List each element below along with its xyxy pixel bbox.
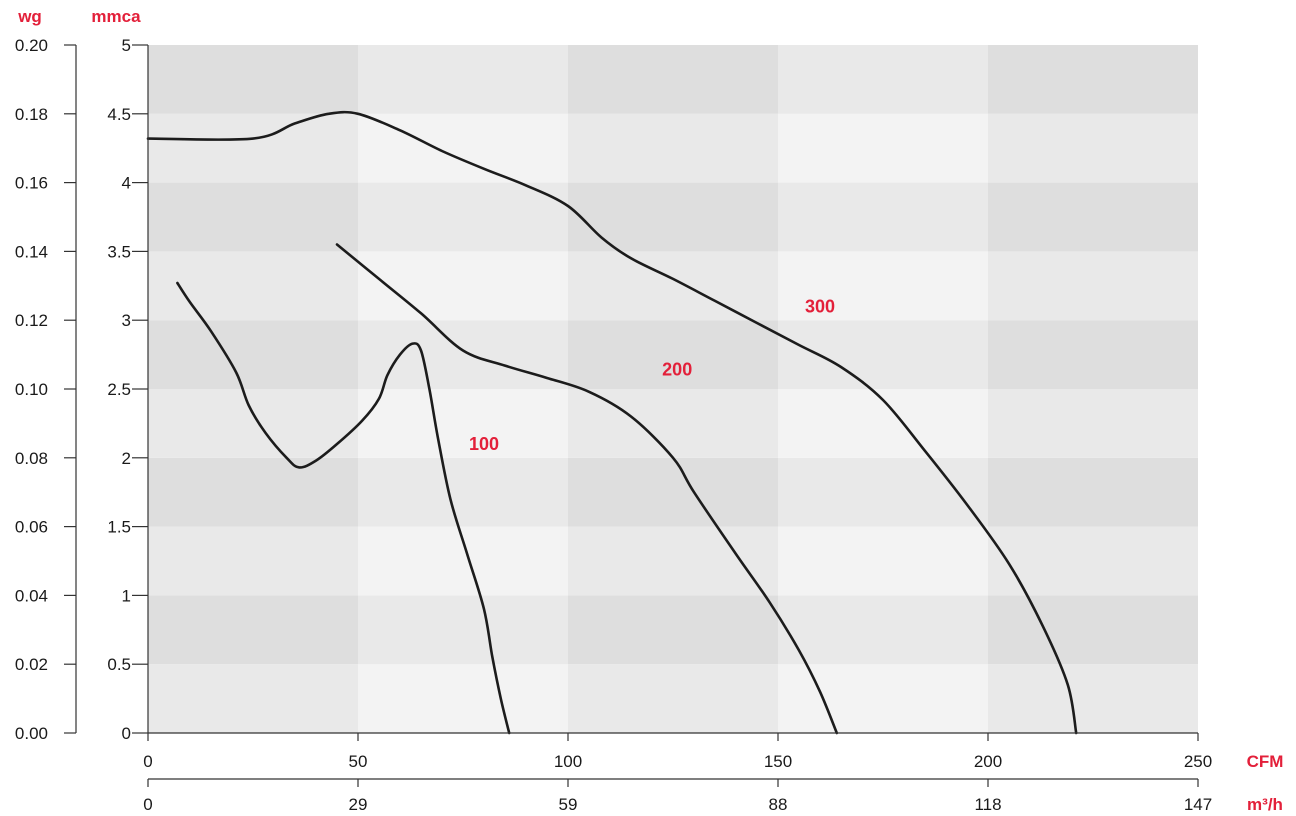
mmca-tick-label: 4.5	[107, 105, 131, 124]
background-cell	[778, 182, 988, 252]
background-cell	[988, 457, 1198, 527]
background-cell	[568, 182, 778, 252]
mmca-tick-label: 2.5	[107, 380, 131, 399]
background-cell	[778, 251, 988, 321]
wg-tick-label: 0.08	[15, 449, 48, 468]
wg-tick-label: 0.14	[15, 242, 48, 261]
background-cell	[358, 182, 568, 252]
wg-tick-label: 0.02	[15, 655, 48, 674]
mmca-tick-label: 3	[122, 311, 131, 330]
background-cell	[148, 595, 358, 665]
background-cell	[358, 389, 568, 458]
m3h-tick-label: 0	[143, 795, 152, 814]
mmca-tick-label: 1.5	[107, 518, 131, 537]
background-cell	[778, 113, 988, 183]
background-cell	[988, 595, 1198, 665]
wg-tick-label: 0.16	[15, 174, 48, 193]
wg-tick-label: 0.12	[15, 311, 48, 330]
background-cell	[148, 113, 358, 183]
background-cell	[988, 182, 1198, 252]
background-cell	[568, 251, 778, 321]
background-cell	[568, 595, 778, 665]
m3h-tick-label: 59	[559, 795, 578, 814]
background-cell	[568, 664, 778, 733]
m3h-tick-label: 118	[974, 795, 1001, 814]
wg-unit-label: wg	[17, 7, 42, 26]
cfm-tick-label: 200	[974, 752, 1002, 771]
mmca-tick-label: 5	[122, 36, 131, 55]
background-cell	[988, 526, 1198, 596]
cfm-tick-label: 100	[554, 752, 582, 771]
curve-300	[146, 110, 1078, 735]
cfm-tick-label: 50	[349, 752, 368, 771]
background-cell	[358, 45, 568, 114]
background-cell	[358, 113, 568, 183]
background-cell	[358, 664, 568, 733]
curves	[146, 110, 1078, 735]
background-cell	[778, 45, 988, 114]
background-cell	[778, 595, 988, 665]
background-cell	[148, 526, 358, 596]
mmca-tick-label: 0	[122, 724, 131, 743]
m3h-tick-label: 147	[1184, 795, 1212, 814]
background-cell	[988, 389, 1198, 458]
background-cell	[148, 182, 358, 252]
background-cell	[568, 526, 778, 596]
curve-label-200: 200	[662, 360, 692, 380]
curve-100	[176, 281, 511, 735]
background-cell	[148, 389, 358, 458]
background-cell	[988, 320, 1198, 389]
background-cell	[568, 45, 778, 114]
cfm-tick-label: 0	[143, 752, 152, 771]
m3h-unit-label: m³/h	[1247, 795, 1283, 814]
wg-tick-label: 0.00	[15, 724, 48, 743]
cfm-tick-label: 250	[1184, 752, 1212, 771]
curve-200	[335, 243, 839, 735]
background-cell	[358, 251, 568, 321]
background-cell	[148, 320, 358, 389]
plot-background	[148, 45, 1198, 733]
background-cell	[778, 664, 988, 733]
wg-tick-label: 0.18	[15, 105, 48, 124]
background-cell	[358, 320, 568, 389]
cfm-tick-label: 150	[764, 752, 792, 771]
background-cell	[568, 320, 778, 389]
background-cell	[358, 457, 568, 527]
curve-label-100: 100	[469, 434, 499, 454]
ticks: 0 0.5 1 1.5 2 2.5 3 3.5 4 4.5 5 0.00 0.02 0.04 0.06 0.0…	[15, 36, 1212, 814]
wg-tick-label: 0.20	[15, 36, 48, 55]
background-cell	[988, 45, 1198, 114]
background-cell	[778, 457, 988, 527]
background-cell	[988, 664, 1198, 733]
background-cell	[148, 457, 358, 527]
background-cell	[148, 45, 358, 114]
mmca-tick-label: 3.5	[107, 242, 131, 261]
mmca-tick-label: 1	[122, 586, 131, 605]
m3h-tick-label: 29	[349, 795, 368, 814]
background-cell	[358, 595, 568, 665]
background-cell	[988, 251, 1198, 321]
wg-tick-label: 0.06	[15, 518, 48, 537]
background-cell	[148, 664, 358, 733]
m3h-tick-label: 88	[769, 795, 788, 814]
wg-tick-label: 0.10	[15, 380, 48, 399]
mmca-unit-label: mmca	[91, 7, 141, 26]
background-cell	[778, 526, 988, 596]
background-cell	[778, 320, 988, 389]
curve-labels: 100 200 300	[469, 296, 835, 454]
wg-tick-label: 0.04	[15, 586, 48, 605]
background-cell	[568, 113, 778, 183]
cfm-unit-label: CFM	[1247, 752, 1284, 771]
curve-label-300: 300	[805, 296, 835, 316]
background-cell	[988, 113, 1198, 183]
unit-labels: wg mmca CFM m³/h	[17, 7, 1283, 814]
background-cell	[568, 389, 778, 458]
mmca-tick-label: 4	[122, 174, 131, 193]
background-cell	[148, 251, 358, 321]
background-cell	[568, 457, 778, 527]
mmca-tick-label: 0.5	[107, 655, 131, 674]
mmca-tick-label: 2	[122, 449, 131, 468]
